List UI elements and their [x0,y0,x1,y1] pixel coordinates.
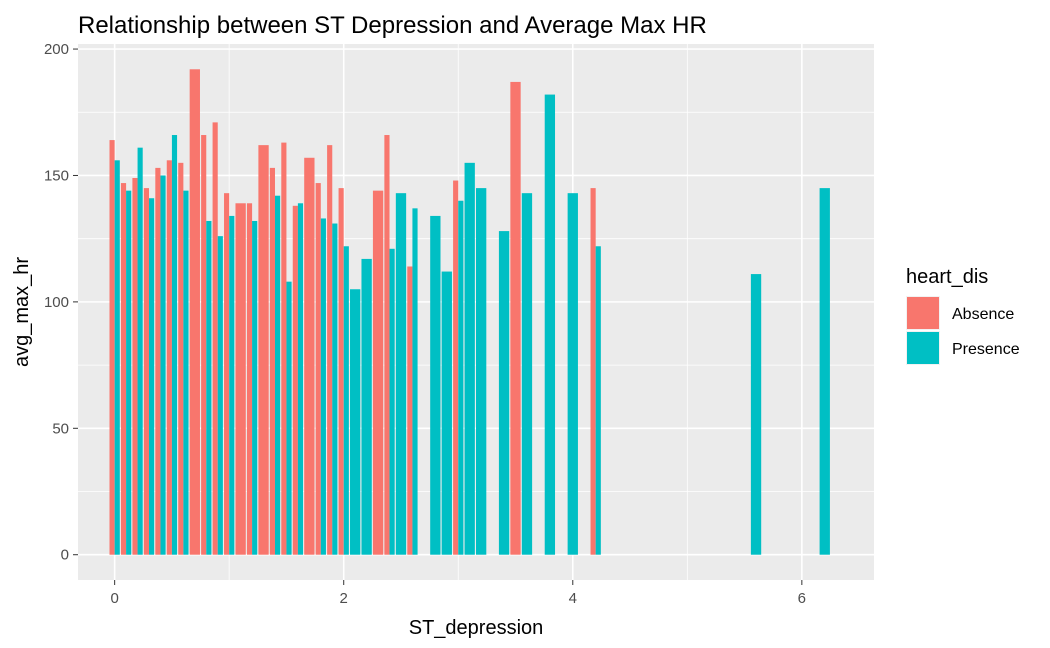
bar-presence [389,248,395,555]
bar-absence [315,183,321,555]
bar-presence [819,188,830,555]
bars [109,69,830,555]
bar-presence [206,220,212,555]
bar-absence [258,145,269,555]
bar-presence [361,258,372,555]
bar-absence [224,193,230,555]
y-tick-label: 150 [44,167,69,184]
bar-presence [114,160,120,555]
y-axis-title: avg_max_hr [11,257,33,367]
bar-presence [464,162,475,555]
y-tick-label: 200 [44,41,69,58]
y-axis: 0 50 100 150 200 [44,41,78,564]
bar-absence [155,167,161,555]
legend-label-presence: Presence [952,341,1020,358]
x-axis: 0 2 4 6 [110,580,806,607]
bar-presence [252,220,258,555]
bar-presence [441,271,452,555]
bar-presence [750,274,762,555]
bar-presence [595,246,601,555]
bar-absence [407,266,413,555]
bar-absence [338,188,344,555]
bar-absence [327,145,333,555]
bar-presence [137,147,143,555]
bar-presence [171,135,178,555]
bar-presence [498,231,510,555]
bar-absence [212,122,218,555]
bar-presence [217,236,223,555]
bar-presence [297,203,304,555]
bar-absence [166,160,172,555]
bar-absence [109,140,115,555]
y-tick-label: 50 [52,420,69,437]
bar-presence [476,188,487,555]
bar-absence [235,203,246,555]
legend: heart_dis Absence Presence [906,266,1020,365]
bar-presence [567,193,578,555]
y-tick-label: 100 [44,294,69,311]
bar-presence [395,193,407,555]
bar-absence [201,135,207,555]
bar-presence [521,193,533,555]
bar-presence [229,215,235,555]
legend-label-absence: Absence [952,306,1014,323]
chart-title: Relationship between ST Depression and A… [78,12,707,39]
bar-absence [120,183,127,555]
bar-presence [332,223,338,555]
bar-presence [183,190,189,555]
bar-presence [126,190,132,555]
bar-presence [458,200,464,555]
bar-absence [246,203,253,555]
x-tick-label: 2 [340,590,348,607]
bar-absence [510,81,521,555]
bar-presence [320,218,326,555]
legend-title: heart_dis [906,266,988,288]
x-tick-label: 6 [798,590,806,607]
bar-presence [544,94,556,555]
x-axis-title: ST_depression [409,617,544,639]
bar-absence [132,178,138,555]
bar-presence [412,208,418,555]
bar-presence [149,198,155,555]
bar-presence [430,215,441,555]
bar-absence [384,135,390,555]
bar-presence [275,195,281,555]
x-tick-label: 4 [569,590,577,607]
bar-presence [343,246,349,555]
x-tick-label: 0 [110,590,118,607]
y-tick-label: 0 [61,547,69,564]
bar-absence [178,162,184,555]
bar-absence [143,188,150,555]
bar-presence [286,281,292,555]
bar-presence [160,175,166,555]
bar-absence [304,157,315,555]
bar-presence [350,289,361,555]
bar-absence [189,69,200,555]
legend-swatch-presence [907,332,939,364]
bar-absence [292,205,298,555]
legend-swatch-absence [907,297,939,329]
bar-absence [590,188,596,555]
bar-absence [372,190,384,555]
bar-absence [281,142,287,555]
bar-absence [453,180,459,555]
bar-absence [269,167,275,555]
